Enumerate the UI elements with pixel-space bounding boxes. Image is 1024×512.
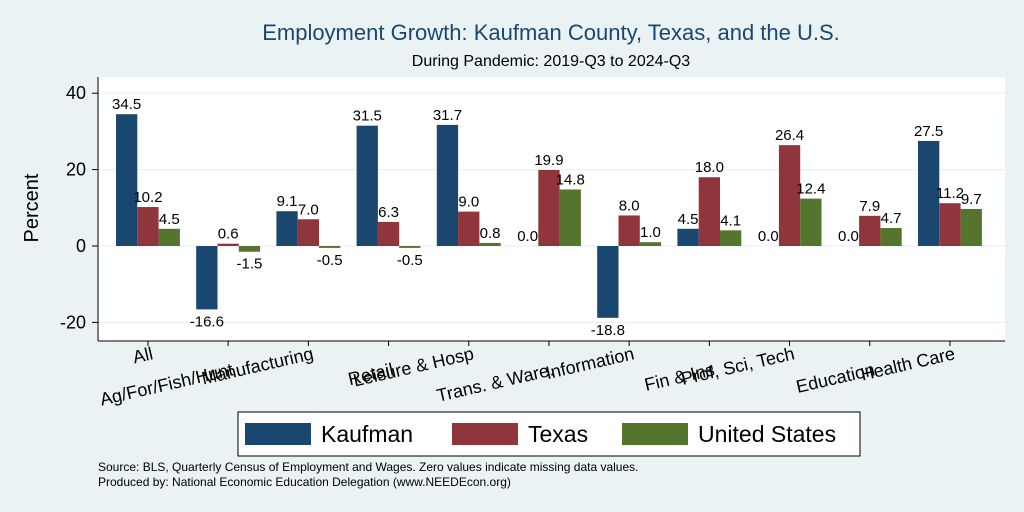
data-label-kaufman-retail: 31.5 — [353, 108, 382, 125]
bar-kaufman-all — [116, 114, 138, 247]
data-label-texas-prof-sci-tech: 26.4 — [775, 127, 804, 144]
producer-note: Produced by: National Economic Education… — [98, 475, 511, 489]
legend-swatch-kaufman — [245, 423, 311, 445]
x-tick-label-information: Information — [544, 343, 636, 383]
bar-kaufman-retail — [356, 125, 378, 246]
data-label-texas-retail: 6.3 — [378, 204, 399, 221]
bar-united-states-fin-ins — [720, 230, 742, 246]
data-label-united-states-manufacturing: -0.5 — [317, 252, 343, 269]
bar-texas-prof-sci-tech — [778, 145, 801, 246]
data-label-kaufman-manufacturing: 9.1 — [277, 193, 298, 210]
data-labels: 34.5 10.2 4.5 -16.6 0.6 -1.5 9.1 7.0 -0.5 31.5 6.3… — [112, 96, 982, 339]
bar-united-states-ag-for-fish-hunt — [238, 246, 261, 252]
data-label-texas-fin-ins: 18.0 — [695, 159, 724, 176]
legend-swatch-texas — [452, 423, 518, 445]
bars — [116, 114, 982, 318]
bar-kaufman-leisure-hosp — [436, 124, 459, 246]
bar-united-states-information — [639, 242, 662, 246]
data-label-united-states-information: 1.0 — [640, 224, 661, 241]
y-tick-label: -20 — [60, 312, 86, 332]
data-label-kaufman-health-care: 27.5 — [914, 123, 943, 140]
bar-united-states-all — [158, 228, 180, 246]
y-axis-label: Percent — [21, 173, 43, 242]
data-label-united-states-health-care: 9.7 — [961, 191, 982, 208]
bar-texas-manufacturing — [297, 219, 319, 246]
legend-label-texas: Texas — [528, 421, 588, 447]
data-label-texas-trans-ware: 19.9 — [534, 152, 563, 169]
data-label-texas-information: 8.0 — [619, 197, 640, 214]
legend: Kaufman Texas United States — [237, 411, 861, 457]
x-tick-label-all: All — [131, 343, 155, 367]
bar-texas-fin-ins — [698, 177, 720, 246]
data-label-texas-education: 7.9 — [859, 198, 880, 215]
data-label-kaufman-prof-sci-tech: 0.0 — [758, 228, 779, 245]
bar-united-states-manufacturing — [319, 246, 341, 248]
bar-united-states-education — [880, 228, 902, 246]
data-label-kaufman-fin-ins: 4.5 — [678, 211, 699, 228]
bar-united-states-retail — [399, 246, 421, 248]
y-ticks: -20 0 20 40 — [60, 83, 98, 332]
data-label-united-states-trans-ware: 14.8 — [556, 171, 585, 188]
bar-texas-all — [137, 207, 159, 246]
bar-texas-retail — [377, 221, 400, 246]
data-label-texas-all: 10.2 — [133, 189, 162, 206]
bar-texas-ag-for-fish-hunt — [217, 243, 239, 246]
x-tick-label-manufacturing: Manufacturing — [200, 343, 316, 388]
y-tick-label: 40 — [66, 83, 86, 103]
data-label-texas-health-care: 11.2 — [936, 185, 964, 202]
bar-kaufman-health-care — [918, 140, 940, 246]
data-label-united-states-leisure-hosp: 0.8 — [480, 225, 501, 242]
bar-united-states-health-care — [960, 208, 982, 246]
data-label-united-states-retail: -0.5 — [397, 252, 423, 269]
bar-kaufman-information — [597, 246, 619, 318]
chart-subtitle: During Pandemic: 2019-Q3 to 2024-Q3 — [412, 53, 690, 70]
data-label-texas-leisure-hosp: 9.0 — [458, 194, 479, 211]
bar-texas-education — [859, 215, 881, 246]
data-label-united-states-ag-for-fish-hunt: -1.5 — [237, 256, 263, 273]
data-label-united-states-fin-ins: 4.1 — [720, 212, 741, 229]
bar-kaufman-manufacturing — [276, 211, 298, 246]
source-note: Source: BLS, Quarterly Census of Employm… — [98, 460, 638, 474]
data-label-kaufman-all: 34.5 — [112, 96, 141, 113]
bar-texas-leisure-hosp — [458, 211, 480, 246]
bar-texas-information — [618, 215, 640, 246]
legend-box — [237, 411, 861, 457]
data-label-kaufman-leisure-hosp: 31.7 — [433, 107, 462, 124]
y-tick-label: 0 — [76, 236, 86, 256]
data-label-kaufman-information: -18.8 — [591, 322, 625, 339]
x-tick-label-prof-sci-tech: Prof, Sci, Tech — [679, 343, 796, 389]
data-label-united-states-prof-sci-tech: 12.4 — [796, 181, 825, 198]
data-label-united-states-education: 4.7 — [881, 210, 902, 227]
data-label-united-states-all: 4.5 — [159, 211, 180, 228]
legend-label-kaufman: Kaufman — [321, 421, 413, 447]
bar-united-states-prof-sci-tech — [800, 198, 822, 246]
chart-title: Employment Growth: Kaufman County, Texas… — [262, 20, 840, 45]
y-tick-label: 20 — [66, 160, 86, 180]
data-label-texas-ag-for-fish-hunt: 0.6 — [218, 226, 239, 243]
bar-united-states-trans-ware — [559, 189, 581, 246]
data-label-kaufman-ag-for-fish-hunt: -16.6 — [190, 313, 224, 330]
data-label-kaufman-trans-ware: 0.0 — [517, 228, 538, 245]
bar-united-states-leisure-hosp — [479, 242, 501, 246]
bar-kaufman-fin-ins — [677, 228, 699, 246]
data-label-texas-manufacturing: 7.0 — [298, 201, 319, 218]
data-label-kaufman-education: 0.0 — [838, 228, 859, 245]
legend-swatch-united-states — [622, 423, 688, 445]
bar-texas-trans-ware — [538, 169, 560, 246]
bar-kaufman-ag-for-fish-hunt — [196, 246, 218, 310]
x-tick-label-health-care: Health Care — [859, 343, 957, 384]
bar-texas-health-care — [939, 203, 961, 246]
legend-label-united-states: United States — [698, 421, 836, 447]
